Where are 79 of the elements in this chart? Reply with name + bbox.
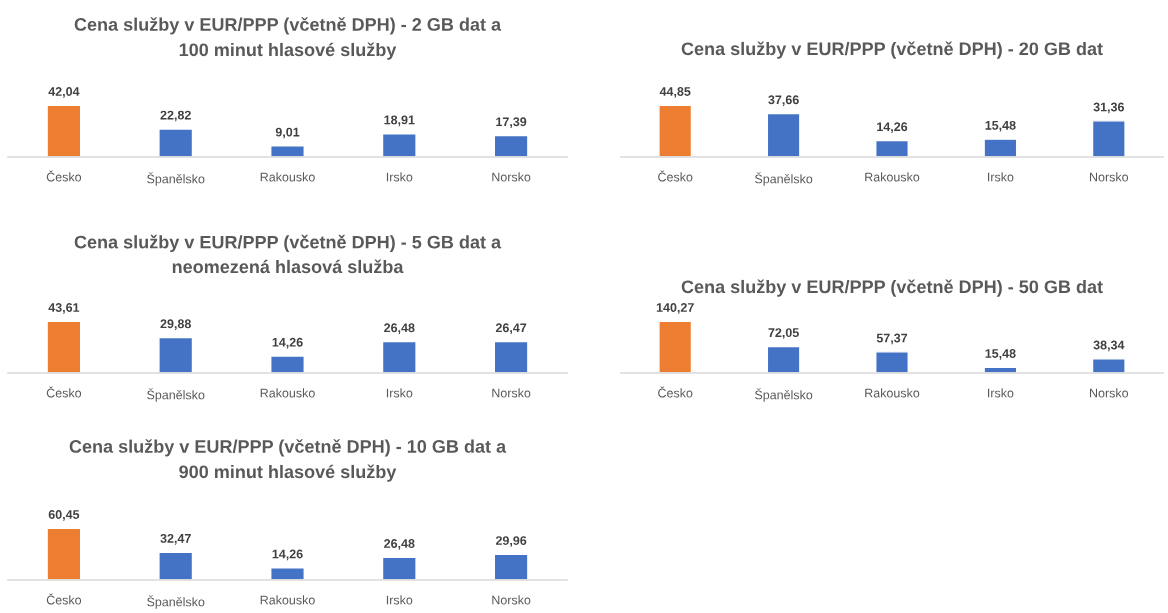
data-label: 38,34 — [1093, 340, 1125, 352]
x-tick-label: Česko — [658, 386, 693, 398]
bar — [875, 351, 909, 373]
x-tick-label: Španělsko — [754, 172, 813, 186]
data-label: 43,61 — [48, 303, 80, 314]
x-tick-label: Irsko — [988, 388, 1014, 398]
bar — [658, 104, 693, 157]
chart-title: Cena služby v EUR/PPP (včetně DPH) - 2 GB dat a 100 minut hlasové služby — [74, 17, 502, 60]
bar — [1091, 358, 1126, 373]
data-label: 29,88 — [160, 319, 191, 330]
data-label: 15,48 — [985, 120, 1016, 132]
bar — [875, 139, 909, 157]
bar — [493, 134, 529, 157]
x-tick-label: Norsko — [1090, 172, 1129, 182]
data-label: 31,36 — [1093, 102, 1124, 114]
chart-title: Cena služby v EUR/PPP (včetně DPH) - 20 GB dat — [681, 41, 1103, 59]
bar — [46, 527, 82, 580]
x-tick-label: Rakousko — [260, 595, 315, 605]
bar — [766, 345, 801, 373]
bar — [1091, 120, 1126, 157]
x-tick-label: Norsko — [1090, 388, 1129, 398]
x-tick-label: Rakousko — [260, 388, 315, 398]
bar — [493, 553, 529, 580]
data-label: 17,39 — [496, 117, 527, 129]
data-label: 44,85 — [659, 87, 691, 98]
data-label: 60,45 — [48, 510, 80, 521]
data-label: 140,27 — [656, 303, 694, 314]
bar — [766, 112, 801, 157]
data-label: 29,96 — [495, 536, 527, 547]
data-label: 26,48 — [384, 323, 415, 335]
x-tick-label: Rakousko — [260, 172, 315, 182]
bar — [983, 138, 1018, 157]
x-tick-label: Česko — [658, 170, 693, 182]
bar — [270, 355, 305, 373]
data-label: 14,26 — [877, 122, 908, 133]
bar — [381, 340, 417, 373]
bar — [381, 556, 417, 580]
data-label: 22,82 — [160, 110, 191, 122]
x-tick-label: Rakousko — [865, 388, 920, 398]
bar — [158, 551, 194, 580]
bar — [46, 104, 82, 157]
x-tick-label: Španělsko — [147, 172, 205, 186]
bar — [658, 320, 693, 373]
bar — [158, 336, 194, 373]
bar — [381, 133, 417, 157]
chart-title: Cena služby v EUR/PPP (včetně DPH) - 10 GB dat a 900 minut hlasové služby — [69, 439, 507, 482]
x-tick-label: Irsko — [988, 172, 1014, 182]
x-tick-label: Česko — [46, 593, 82, 605]
x-tick-label: Rakousko — [865, 172, 920, 182]
data-label: 72,05 — [768, 328, 799, 339]
bar — [158, 128, 194, 157]
x-tick-label: Norsko — [492, 172, 531, 182]
bar — [46, 320, 82, 373]
data-label: 42,04 — [48, 87, 80, 98]
x-tick-label: Irsko — [386, 595, 413, 605]
x-tick-label: Česko — [46, 170, 82, 182]
data-label: 26,48 — [384, 539, 415, 550]
x-tick-label: Norsko — [492, 595, 531, 605]
chart-title: Cena služby v EUR/PPP (včetně DPH) - 5 GB dat a neomezená hlasová služba — [74, 234, 502, 274]
data-label: 26,47 — [495, 323, 527, 335]
data-label: 18,91 — [384, 115, 415, 127]
x-tick-label: Česko — [46, 386, 82, 398]
bar — [493, 340, 529, 373]
data-label: 14,26 — [272, 549, 303, 561]
data-label: 57,37 — [876, 333, 908, 345]
x-tick-label: Norsko — [492, 388, 531, 398]
bar — [270, 567, 305, 580]
x-tick-label: Španělsko — [147, 388, 205, 402]
data-label: 9,01 — [275, 127, 300, 139]
x-tick-label: Irsko — [386, 172, 413, 182]
x-tick-label: Španělsko — [754, 388, 813, 402]
x-tick-label: Španělsko — [147, 595, 205, 609]
data-label: 14,26 — [272, 337, 303, 349]
data-label: 37,66 — [768, 95, 799, 107]
bar — [270, 145, 305, 157]
x-tick-label: Irsko — [386, 388, 413, 398]
chart-title: Cena služby v EUR/PPP (včetně DPH) - 50 GB dat — [681, 279, 1103, 297]
data-label: 32,47 — [160, 533, 191, 545]
data-label: 15,48 — [985, 349, 1016, 360]
